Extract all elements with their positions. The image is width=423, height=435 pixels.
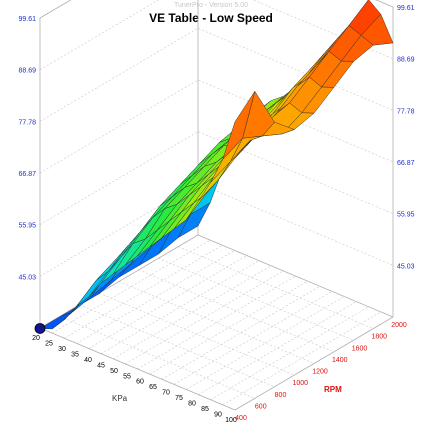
z-tick-label-right: 88.69 <box>397 57 415 64</box>
floor-grid-line <box>210 306 369 401</box>
z-tick-label-left: 55.95 <box>18 223 36 230</box>
floor-grid-line <box>125 270 284 365</box>
floor-grid-line <box>198 301 357 395</box>
x-tick-label: 90 <box>214 412 222 419</box>
wall-edge <box>234 316 394 411</box>
floor-grid-line <box>64 244 223 339</box>
floor-grid-line <box>222 311 381 406</box>
axis-ticks: 45.03 45.03 55.95 55.95 66.87 66.87 77.78 77.78… <box>18 5 414 424</box>
x-tick-label: 25 <box>45 340 53 347</box>
floor-grid-line <box>59 316 255 399</box>
z-tick-label-left: 77.78 <box>18 119 36 126</box>
x-tick-label: 50 <box>110 368 118 375</box>
floor-grid-line <box>137 275 296 370</box>
floor-grid-line <box>178 246 374 329</box>
wall-grid-line <box>39 0 394 70</box>
floor-grid-line <box>52 239 211 334</box>
z-tick-label-left: 88.69 <box>18 68 36 75</box>
z-tick-label-right: 66.87 <box>397 160 415 167</box>
floor-grid-line <box>118 281 315 364</box>
z-tick-label-right: 77.78 <box>397 108 415 115</box>
z-tick-label-right: 55.95 <box>397 212 415 219</box>
floor-grid-line <box>173 291 333 385</box>
app-watermark: TunerPro - Version 5.00 <box>174 2 248 9</box>
floor-grid-line <box>186 296 345 390</box>
wall-grid-line <box>39 79 394 174</box>
x-tick-label: 70 <box>162 390 170 397</box>
surface-mesh <box>34 0 394 334</box>
wall-edge <box>39 234 199 329</box>
z-tick-label-left: 45.03 <box>18 274 36 281</box>
floor-grid-line <box>99 292 295 376</box>
x-axis-label: KPa <box>112 394 128 403</box>
x-tick-label: 75 <box>175 395 183 402</box>
floor-grid-line <box>161 285 321 380</box>
y-tick-label: 1000 <box>292 380 308 387</box>
wall-grid-line <box>39 182 394 277</box>
wall-edge <box>197 234 394 318</box>
wall-edge <box>39 0 72 19</box>
y-tick-label: 1200 <box>312 369 328 376</box>
x-tick-label: 30 <box>58 346 66 353</box>
chart-walls <box>39 0 394 411</box>
floor-grid-line <box>138 269 334 353</box>
floor-grid-line <box>88 255 247 349</box>
y-tick-label: 1800 <box>371 334 387 341</box>
floor-grid-line <box>100 260 260 354</box>
cursor-marker <box>34 323 46 334</box>
x-tick-label: 100 <box>225 417 237 424</box>
floor-grid-line <box>112 265 272 360</box>
z-tick-label-right: 99.61 <box>397 5 415 12</box>
y-tick-label: 1400 <box>332 357 348 364</box>
x-tick-label: 85 <box>201 406 209 413</box>
surface-cell <box>222 91 256 160</box>
x-tick-label: 45 <box>97 362 105 369</box>
y-tick-label: 2000 <box>391 322 407 329</box>
chart-title: VE Table - Low Speed <box>149 11 273 25</box>
floor-grid-line <box>158 257 354 341</box>
floor-grid-line <box>79 304 275 388</box>
floor-grid-line <box>76 250 235 344</box>
z-tick-label-left: 66.87 <box>18 171 36 178</box>
y-tick-label: 800 <box>275 392 287 399</box>
z-tick-label-left: 99.61 <box>18 16 36 23</box>
wall-grid-line <box>39 131 394 225</box>
x-tick-label: 40 <box>84 357 92 364</box>
x-tick-label: 55 <box>123 373 131 380</box>
z-tick-label-right: 45.03 <box>397 263 415 270</box>
y-tick-label: 400 <box>235 415 247 422</box>
x-tick-label: 65 <box>149 384 157 391</box>
y-tick-label: 600 <box>255 403 267 410</box>
x-tick-label: 80 <box>188 401 196 408</box>
wall-edge <box>39 327 236 411</box>
x-tick-label: 20 <box>32 335 40 342</box>
y-axis-label: RPM <box>324 385 342 394</box>
floor-grid-line <box>149 280 308 375</box>
y-tick-label: 1600 <box>352 345 368 352</box>
x-tick-label: 60 <box>136 379 144 386</box>
x-tick-label: 35 <box>71 351 79 358</box>
